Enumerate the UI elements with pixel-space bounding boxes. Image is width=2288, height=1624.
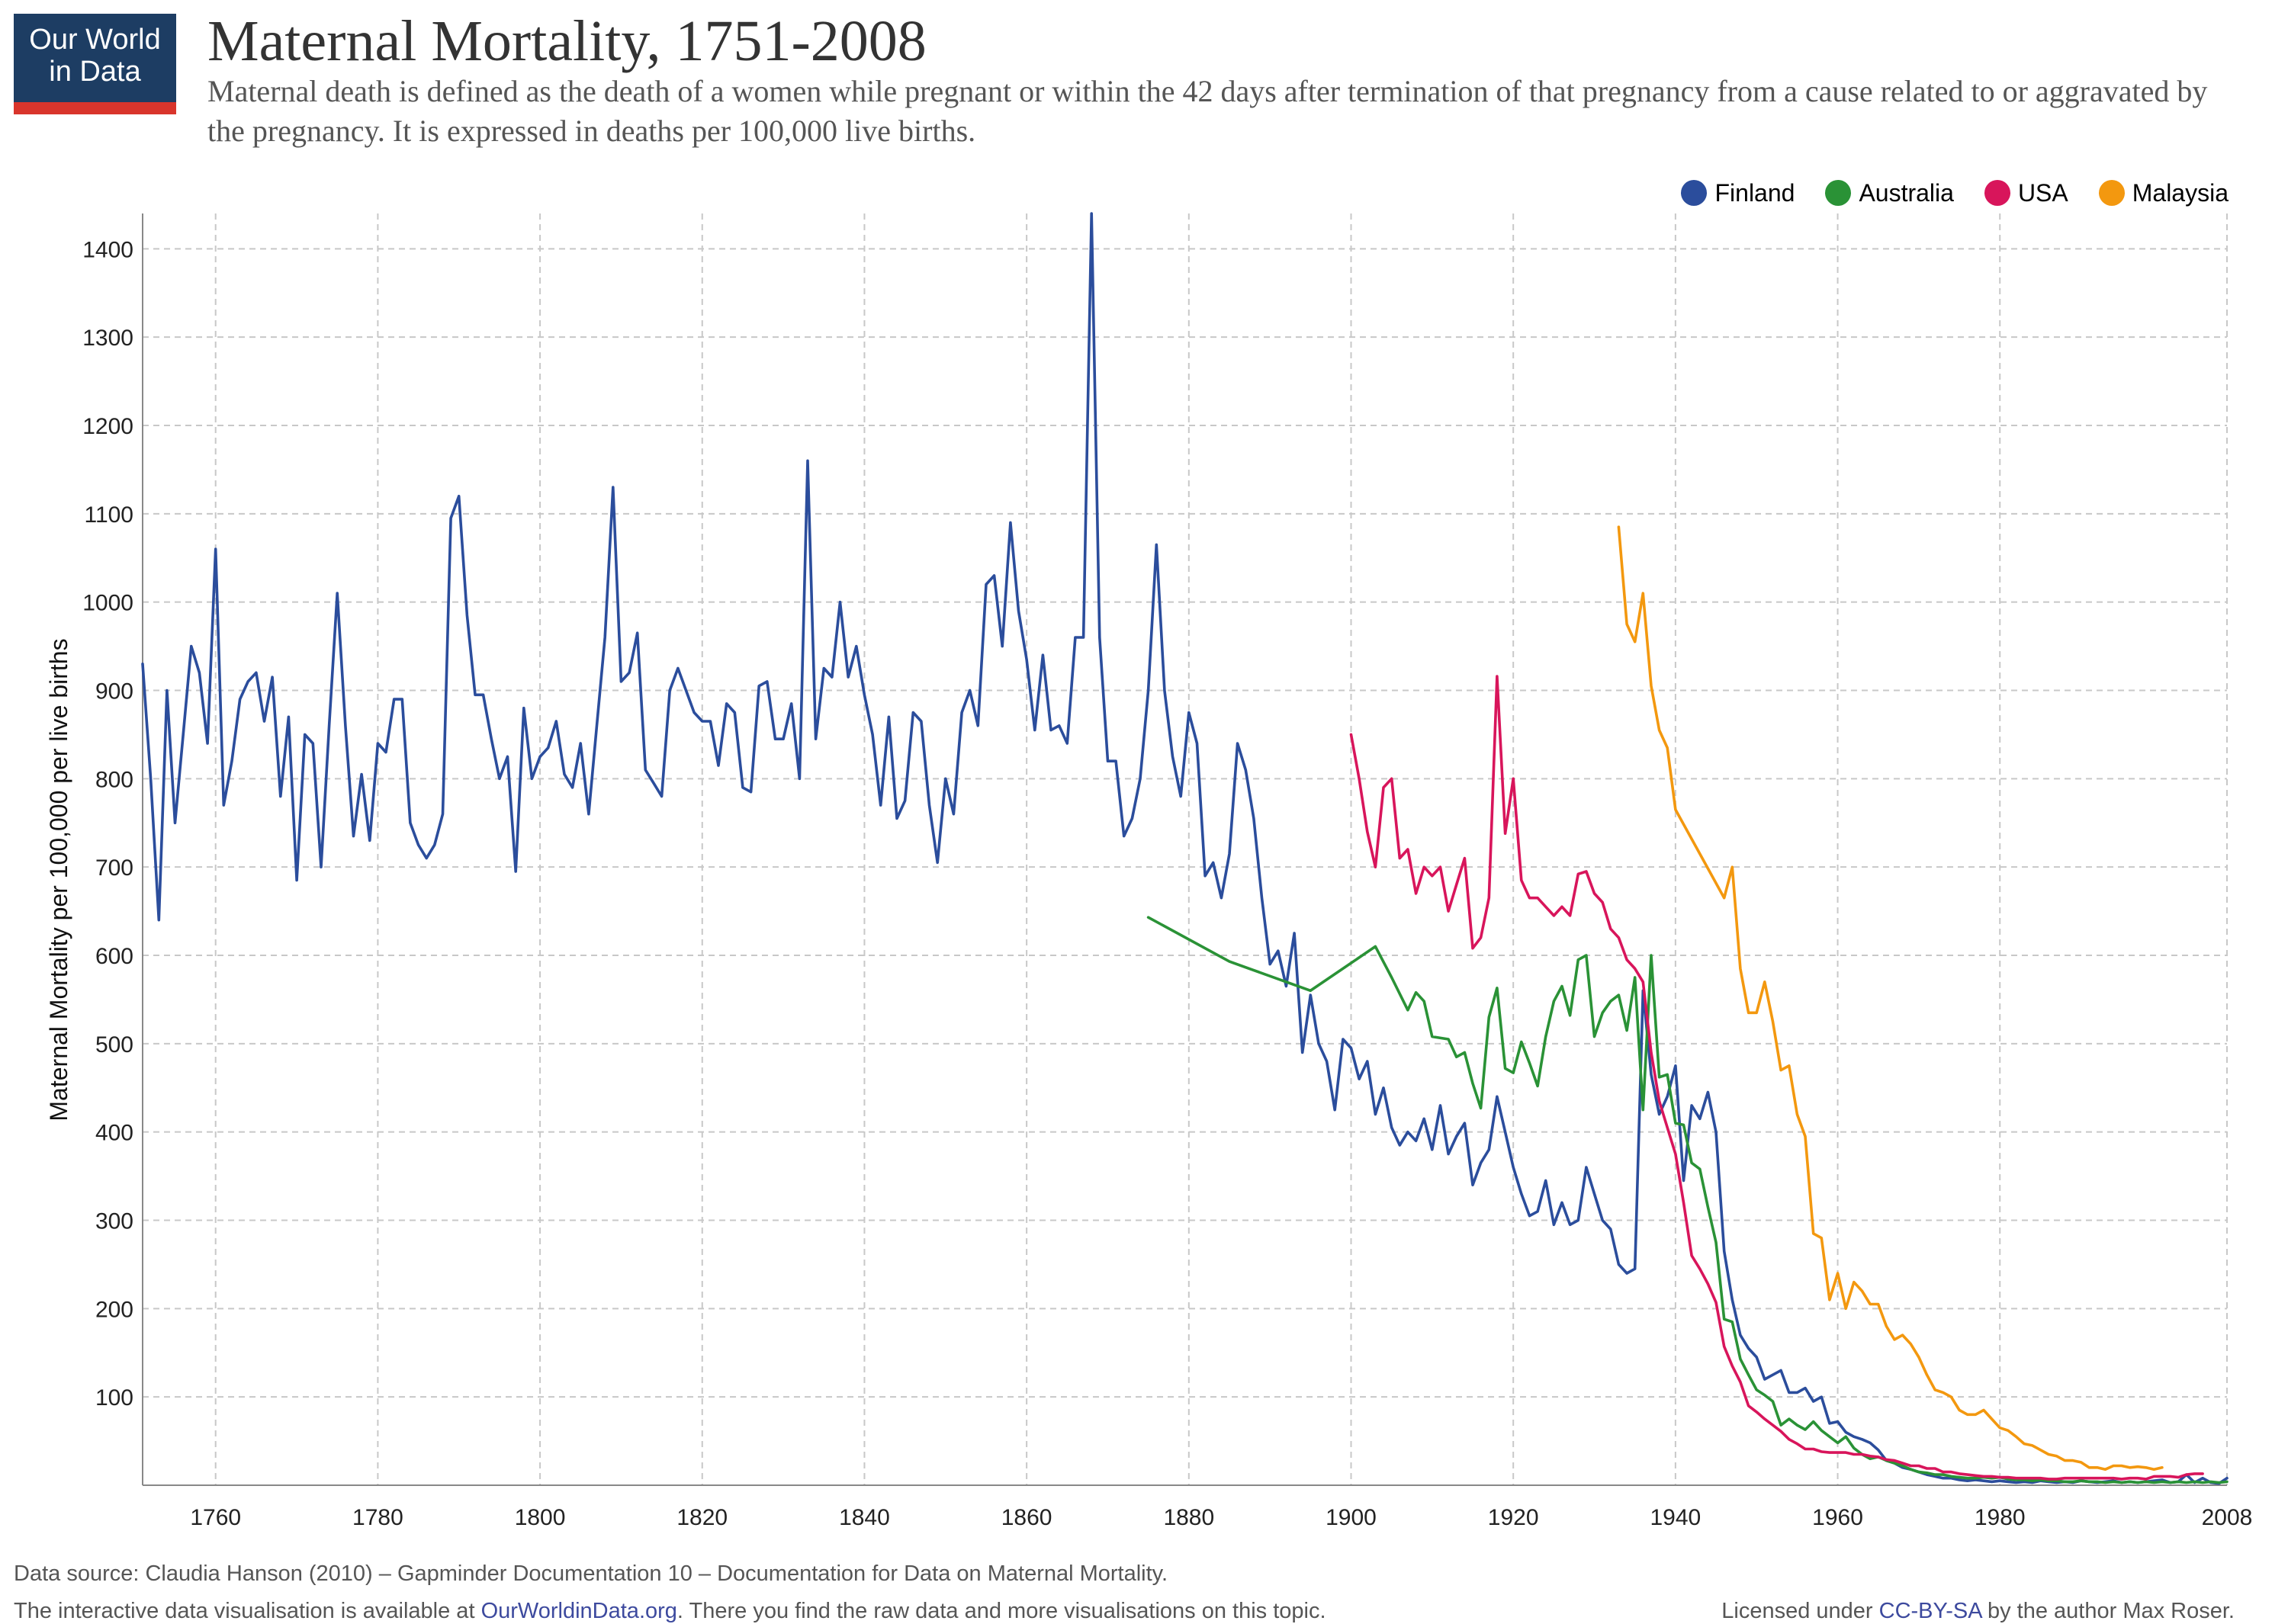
y-axis-title: Maternal Mortality per 100,000 per live … xyxy=(45,638,72,1121)
license-suffix: by the author Max Roser. xyxy=(1981,1599,2235,1623)
x-tick-label: 1980 xyxy=(1975,1505,2026,1530)
legend-item-malaysia[interactable]: Malaysia xyxy=(2098,178,2229,207)
y-tick-label: 200 xyxy=(95,1297,133,1322)
x-tick-label: 1900 xyxy=(1326,1505,1377,1530)
x-tick-label: 1820 xyxy=(676,1505,728,1530)
y-tick-label: 900 xyxy=(95,679,133,704)
x-tick-label: 1880 xyxy=(1163,1505,1214,1530)
series-line-malaysia xyxy=(1617,525,2164,1471)
y-tick-label: 1400 xyxy=(82,237,133,262)
y-tick-label: 600 xyxy=(95,944,133,969)
y-tick-label: 100 xyxy=(95,1385,133,1411)
legend-label: Australia xyxy=(1859,178,1954,207)
logo-line-1: Our World xyxy=(29,24,161,56)
y-tick-label: 1200 xyxy=(82,414,133,439)
y-tick-label: 400 xyxy=(95,1121,133,1146)
x-tick-label: 1780 xyxy=(352,1505,403,1530)
license-note: Licensed under CC-BY-SA by the author Ma… xyxy=(1721,1599,2235,1624)
chart-title: Maternal Mortality, 1751-2008 xyxy=(207,9,927,73)
series-line-finland xyxy=(141,212,2229,1485)
interactive-prefix: The interactive data visualisation is av… xyxy=(14,1599,481,1623)
legend-swatch xyxy=(1825,180,1852,206)
legend: Finland Australia USA Malaysia xyxy=(1681,178,2229,208)
x-tick-label: 2008 xyxy=(2202,1505,2253,1530)
x-tick-label: 1860 xyxy=(1001,1505,1052,1530)
license-prefix: Licensed under xyxy=(1721,1599,1879,1623)
legend-item-australia[interactable]: Australia xyxy=(1825,179,1954,207)
y-tick-label: 500 xyxy=(95,1032,133,1058)
legend-label: USA xyxy=(2017,178,2068,207)
logo-line-2: in Data xyxy=(49,56,141,88)
legend-label: Malaysia xyxy=(2132,178,2229,207)
chart-subtitle: Maternal death is defined as the death o… xyxy=(207,74,2208,148)
x-tick-label: 1960 xyxy=(1812,1505,1863,1530)
y-tick-label: 300 xyxy=(95,1209,133,1234)
y-tick-label: 800 xyxy=(95,767,133,792)
x-tick-label: 1800 xyxy=(515,1505,566,1530)
legend-item-finland[interactable]: Finland xyxy=(1681,179,1795,207)
interactive-note: The interactive data visualisation is av… xyxy=(14,1599,1326,1624)
logo-accent-bar xyxy=(14,102,176,114)
x-tick-label: 1760 xyxy=(190,1505,241,1530)
interactive-suffix: . There you find the raw data and more v… xyxy=(676,1599,1326,1623)
legend-swatch xyxy=(1984,180,2010,206)
legend-item-usa[interactable]: USA xyxy=(1984,179,2068,207)
legend-swatch xyxy=(2098,180,2125,206)
legend-swatch xyxy=(1681,180,1708,206)
owid-logo[interactable]: Our World in Data xyxy=(14,14,176,114)
y-tick-label: 1000 xyxy=(82,591,133,616)
legend-label: Finland xyxy=(1714,178,1795,207)
series-line-usa xyxy=(1349,675,2204,1481)
data-source-note: Data source: Claudia Hanson (2010) – Gap… xyxy=(14,1561,1168,1586)
x-tick-label: 1940 xyxy=(1650,1505,1701,1530)
x-tick-label: 1840 xyxy=(839,1505,890,1530)
license-link[interactable]: CC-BY-SA xyxy=(1878,1599,1981,1623)
owid-link[interactable]: OurWorldinData.org xyxy=(480,1599,677,1623)
y-tick-label: 700 xyxy=(95,855,133,881)
series-line-australia xyxy=(1146,916,2229,1484)
y-tick-label: 1100 xyxy=(84,502,133,528)
y-tick-label: 1300 xyxy=(82,326,133,351)
x-tick-label: 1920 xyxy=(1488,1505,1539,1530)
